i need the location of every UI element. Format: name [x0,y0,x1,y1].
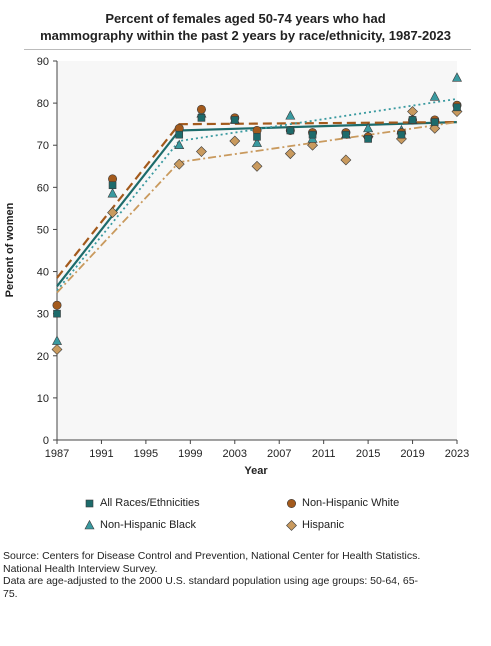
source-note-line: Source: Centers for Disease Control and … [3,550,421,562]
title-divider [24,49,471,50]
x-tick-label: 1987 [45,448,69,460]
source-note-line: 75. [3,587,18,600]
data-point-black [363,122,374,133]
data-point-black [252,137,262,147]
data-point-white [52,300,62,310]
data-point-all [342,130,350,139]
y-tick-label: 40 [37,267,49,279]
legend-symbol-white [287,499,296,508]
x-tick-label: 2015 [356,448,380,460]
x-tick-label: 1991 [89,448,113,460]
x-tick-label: 2023 [445,448,469,460]
data-point-all [308,130,317,139]
data-markers [51,72,463,355]
data-point-all [286,126,295,135]
data-point-all [253,133,261,141]
data-point-hispanic [173,158,185,170]
data-point-hispanic [284,148,296,160]
line-chart: 0 10 20 30 40 50 60 70 80 90 1987 1991 1995 1999 2003 2… [4,56,469,477]
trend-line-black [56,98,458,292]
data-point-black [285,110,296,120]
data-point-all [453,103,461,112]
y-tick-label: 30 [37,309,49,321]
chart-title: Percent of females aged 50-74 years who … [0,10,491,44]
y-tick-label: 70 [37,140,49,152]
data-point-hispanic [307,139,318,151]
legend-symbol-black [84,520,95,530]
data-point-black [452,72,462,82]
y-tick-label: 50 [37,224,49,236]
data-point-black [52,335,62,345]
x-tick-label: 2011 [312,448,336,460]
legend-marker-hispanic [286,520,297,531]
legend-label: Non-Hispanic Black [100,519,196,531]
data-point-all [197,114,206,122]
data-point-all [408,116,417,124]
data-point-black [174,139,185,150]
plot-area [57,61,457,440]
legend-label: Hispanic [302,519,345,531]
y-tick-label: 10 [37,393,49,405]
data-point-hispanic [196,146,207,157]
data-point-all [397,130,406,139]
legend-symbol-hispanic [286,520,297,531]
data-point-hispanic [229,135,241,147]
data-point-hispanic [251,160,263,172]
legend-label: Non-Hispanic White [302,497,400,509]
x-tick-label: 2019 [400,448,424,460]
source-note: Source: Centers for Disease Control and … [3,550,488,600]
legend-label: All Races/Ethnicities [100,497,200,509]
chart-title-line: Percent of females aged 50-74 years who … [105,11,386,26]
data-point-hispanic [429,122,441,134]
source-note-line: National Health Interview Survey. [3,562,158,575]
chart-title-line: mammography within the past 2 years by r… [40,28,451,43]
source-note-line: Data are age-adjusted to the 2000 U.S. s… [3,575,419,587]
data-point-black [107,188,118,198]
data-point-hispanic [51,344,63,355]
y-tick-label: 0 [43,435,49,447]
data-point-all [430,118,439,126]
x-tick-label: 2007 [267,448,291,460]
legend-marker-white [287,499,296,508]
data-point-all [175,130,184,139]
x-axis-title: Year [244,465,268,477]
data-point-black [429,91,440,101]
data-point-hispanic [107,207,118,219]
legend-symbol-all [85,499,94,508]
data-point-all [364,135,372,143]
y-tick-label: 80 [37,98,49,110]
y-tick-label: 60 [37,182,49,194]
legend-marker-black [84,520,95,530]
data-point-all [108,181,117,190]
data-point-all [230,116,239,124]
x-tick-label: 2003 [223,448,247,460]
data-point-white [196,104,206,114]
y-tick-label: 90 [37,56,49,68]
y-tick-label: 20 [37,351,49,363]
y-axis-title: Percent of women [4,202,16,297]
x-tick-label: 1999 [178,448,202,460]
x-tick-label: 1995 [134,448,158,460]
data-point-all [53,309,61,318]
data-point-hispanic [340,154,352,166]
legend-marker-all [85,499,94,508]
axes: 0 10 20 30 40 50 60 70 80 90 1987 1991 1995 1999 2003 2… [37,56,469,460]
